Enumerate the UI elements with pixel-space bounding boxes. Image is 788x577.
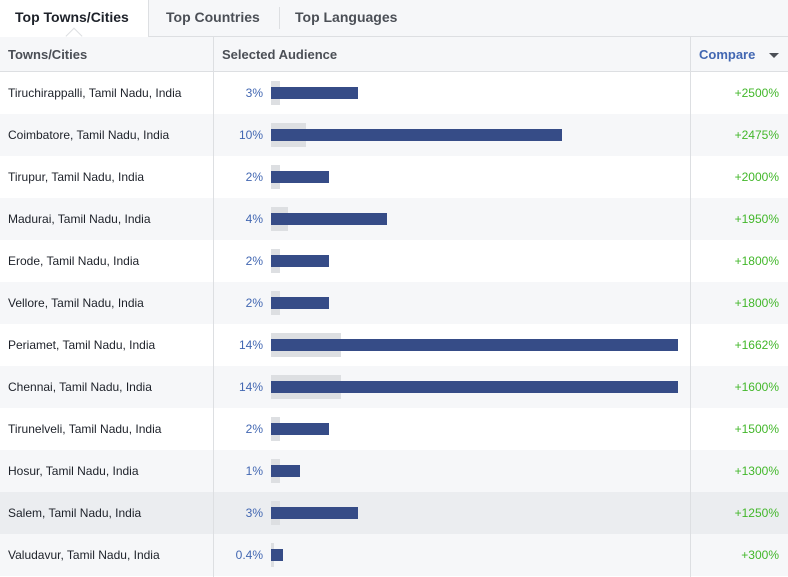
compare-dropdown[interactable]: Compare [699, 47, 756, 62]
table-row[interactable]: Coimbatore, Tamil Nadu, India 10% +2475% [0, 114, 788, 156]
row-audience-percent: 4% [245, 212, 263, 226]
table-row[interactable]: Hosur, Tamil Nadu, India 1% +1300% [0, 450, 788, 492]
row-compare-value: +300% [741, 548, 779, 562]
row-audience-percent: 2% [245, 170, 263, 184]
row-audience-bar [271, 213, 388, 225]
table-header: Towns/Cities Selected Audience Compare [0, 37, 788, 72]
row-city: Coimbatore, Tamil Nadu, India [8, 128, 170, 142]
row-city: Hosur, Tamil Nadu, India [8, 464, 139, 478]
table-row[interactable]: Valudavur, Tamil Nadu, India 0.4% +300% [0, 534, 788, 576]
row-audience-percent: 14% [238, 338, 263, 352]
row-audience-bar [271, 87, 359, 99]
row-compare-value: +2500% [734, 86, 779, 100]
row-compare-value: +1250% [734, 506, 779, 520]
row-audience-bar [271, 423, 330, 435]
row-compare-value: +1500% [734, 422, 779, 436]
row-audience-bar [271, 255, 330, 267]
row-city: Chennai, Tamil Nadu, India [8, 380, 152, 394]
column-header-selected-audience[interactable]: Selected Audience [222, 47, 338, 62]
tab-top-countries[interactable]: Top Countries [166, 9, 260, 25]
row-city: Periamet, Tamil Nadu, India [8, 338, 156, 352]
row-audience-bar [271, 381, 678, 393]
row-compare-value: +1300% [734, 464, 779, 478]
row-compare-value: +1662% [734, 338, 779, 352]
column-divider [213, 37, 214, 577]
table-row[interactable]: Erode, Tamil Nadu, India 2% +1800% [0, 240, 788, 282]
table-row[interactable]: Tiruchirappalli, Tamil Nadu, India 3% +250… [0, 72, 788, 114]
table-row[interactable]: Madurai, Tamil Nadu, India 4% +1950% [0, 198, 788, 240]
row-compare-value: +1950% [734, 212, 779, 226]
row-audience-percent: 3% [245, 86, 263, 100]
row-audience-bar [271, 339, 678, 351]
row-audience-percent: 2% [245, 422, 263, 436]
table-row[interactable]: Salem, Tamil Nadu, India 3% +1250% [0, 492, 788, 534]
chevron-down-icon[interactable] [769, 53, 779, 58]
table-row[interactable]: Periamet, Tamil Nadu, India 14% +1662% [0, 324, 788, 366]
row-audience-bar [271, 507, 359, 519]
row-audience-bar [271, 549, 283, 561]
row-compare-value: +2475% [734, 128, 779, 142]
tab-divider [279, 7, 280, 29]
row-audience-bar [271, 297, 330, 309]
row-compare-value: +1800% [734, 254, 779, 268]
audience-tabs: Top Towns/Cities Top Countries Top Langu… [0, 0, 788, 45]
row-audience-percent: 0.4% [235, 548, 263, 562]
row-city: Tirupur, Tamil Nadu, India [8, 170, 145, 184]
row-audience-percent: 2% [245, 296, 263, 310]
row-city: Vellore, Tamil Nadu, India [8, 296, 144, 310]
row-audience-percent: 14% [238, 380, 263, 394]
table-row[interactable]: Chennai, Tamil Nadu, India 14% +1600% [0, 366, 788, 408]
row-city: Salem, Tamil Nadu, India [8, 506, 142, 520]
row-audience-percent: 2% [245, 254, 263, 268]
table-row[interactable]: Tirupur, Tamil Nadu, India 2% +2000% [0, 156, 788, 198]
table-row[interactable]: Vellore, Tamil Nadu, India 2% +1800% [0, 282, 788, 324]
row-compare-value: +1600% [734, 380, 779, 394]
row-audience-bar [271, 129, 562, 141]
column-header-towns-cities[interactable]: Towns/Cities [8, 47, 88, 62]
row-city: Tirunelveli, Tamil Nadu, India [8, 422, 162, 436]
tab-top-languages[interactable]: Top Languages [295, 9, 398, 25]
row-audience-bar [271, 465, 301, 477]
row-audience-percent: 1% [245, 464, 263, 478]
row-audience-percent: 10% [238, 128, 263, 142]
column-divider [690, 37, 691, 577]
row-compare-value: +1800% [734, 296, 779, 310]
table-row[interactable]: Tirunelveli, Tamil Nadu, India 2% +1500% [0, 408, 788, 450]
row-audience-percent: 3% [245, 506, 263, 520]
row-city: Erode, Tamil Nadu, India [8, 254, 140, 268]
row-city: Valudavur, Tamil Nadu, India [8, 548, 160, 562]
row-compare-value: +2000% [734, 170, 779, 184]
row-city: Tiruchirappalli, Tamil Nadu, India [8, 86, 182, 100]
row-city: Madurai, Tamil Nadu, India [8, 212, 151, 226]
row-audience-bar [271, 171, 330, 183]
